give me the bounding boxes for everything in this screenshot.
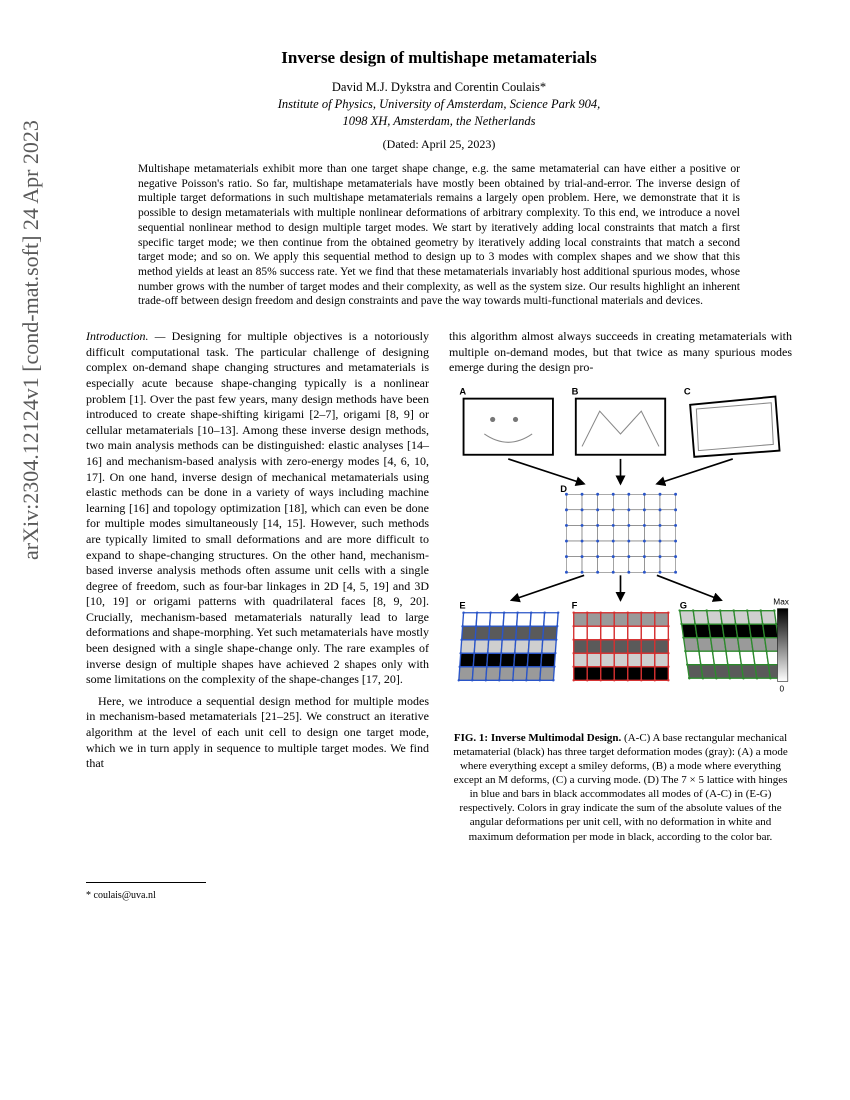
panel-e-label: E — [459, 601, 465, 611]
page-content: Inverse design of multishape metamateria… — [0, 0, 850, 932]
panel-f: F — [572, 601, 670, 682]
panel-e: E — [457, 601, 559, 682]
figure-1-svg: A B C — [449, 382, 792, 725]
arrow-icon — [511, 575, 584, 600]
figure-1-caption-label: FIG. 1: Inverse Multimodal Design. — [454, 732, 621, 744]
footnote-marker: * — [86, 890, 91, 901]
colorbar-max: Max — [773, 596, 790, 606]
figure-1: A B C — [449, 382, 792, 844]
arrow-icon — [657, 575, 721, 600]
right-column: this algorithm almost always succeeds in… — [449, 329, 792, 902]
section-heading-intro: Introduction. — — [86, 329, 172, 343]
panel-c: C — [684, 386, 780, 456]
two-column-body: Introduction. — Designing for multiple o… — [86, 329, 792, 902]
arrow-icon — [508, 459, 584, 484]
footnote-email: coulais@uva.nl — [94, 890, 156, 901]
footnote: * coulais@uva.nl — [86, 889, 429, 902]
panel-d-label: D — [560, 484, 567, 494]
footnote-rule — [86, 882, 206, 887]
right-continuation: this algorithm almost always succeeds in… — [449, 329, 792, 376]
paper-date: (Dated: April 25, 2023) — [86, 137, 792, 152]
abstract: Multishape metamaterials exhibit more th… — [138, 162, 740, 309]
panel-d: D — [560, 484, 677, 573]
intro-text: Designing for multiple objectives is a n… — [86, 329, 429, 686]
panel-f-label: F — [572, 601, 578, 611]
arxiv-watermark: arXiv:2304.12124v1 [cond-mat.soft] 24 Ap… — [18, 120, 44, 560]
paper-authors: David M.J. Dykstra and Corentin Coulais* — [86, 80, 792, 95]
paper-title: Inverse design of multishape metamateria… — [86, 48, 792, 68]
panel-a-label: A — [459, 386, 466, 396]
method-paragraph: Here, we introduce a sequential design m… — [86, 694, 429, 772]
panel-a: A — [459, 386, 553, 454]
panel-b-label: B — [572, 386, 579, 396]
panel-b: B — [572, 386, 666, 454]
paper-affiliation: Institute of Physics, University of Amst… — [86, 97, 792, 112]
figure-1-caption-body: (A-C) A base rectangular mechanical meta… — [453, 732, 788, 843]
colorbar-min: 0 — [780, 684, 785, 694]
panel-g: G — [678, 601, 785, 680]
left-column: Introduction. — Designing for multiple o… — [86, 329, 429, 902]
figure-1-caption: FIG. 1: Inverse Multimodal Design. (A-C)… — [449, 731, 792, 844]
panel-g-label: G — [680, 601, 687, 611]
paper-affiliation-2: 1098 XH, Amsterdam, the Netherlands — [86, 114, 792, 129]
panel-c-label: C — [684, 386, 691, 396]
arrow-icon — [657, 459, 733, 484]
intro-paragraph: Introduction. — Designing for multiple o… — [86, 329, 429, 688]
